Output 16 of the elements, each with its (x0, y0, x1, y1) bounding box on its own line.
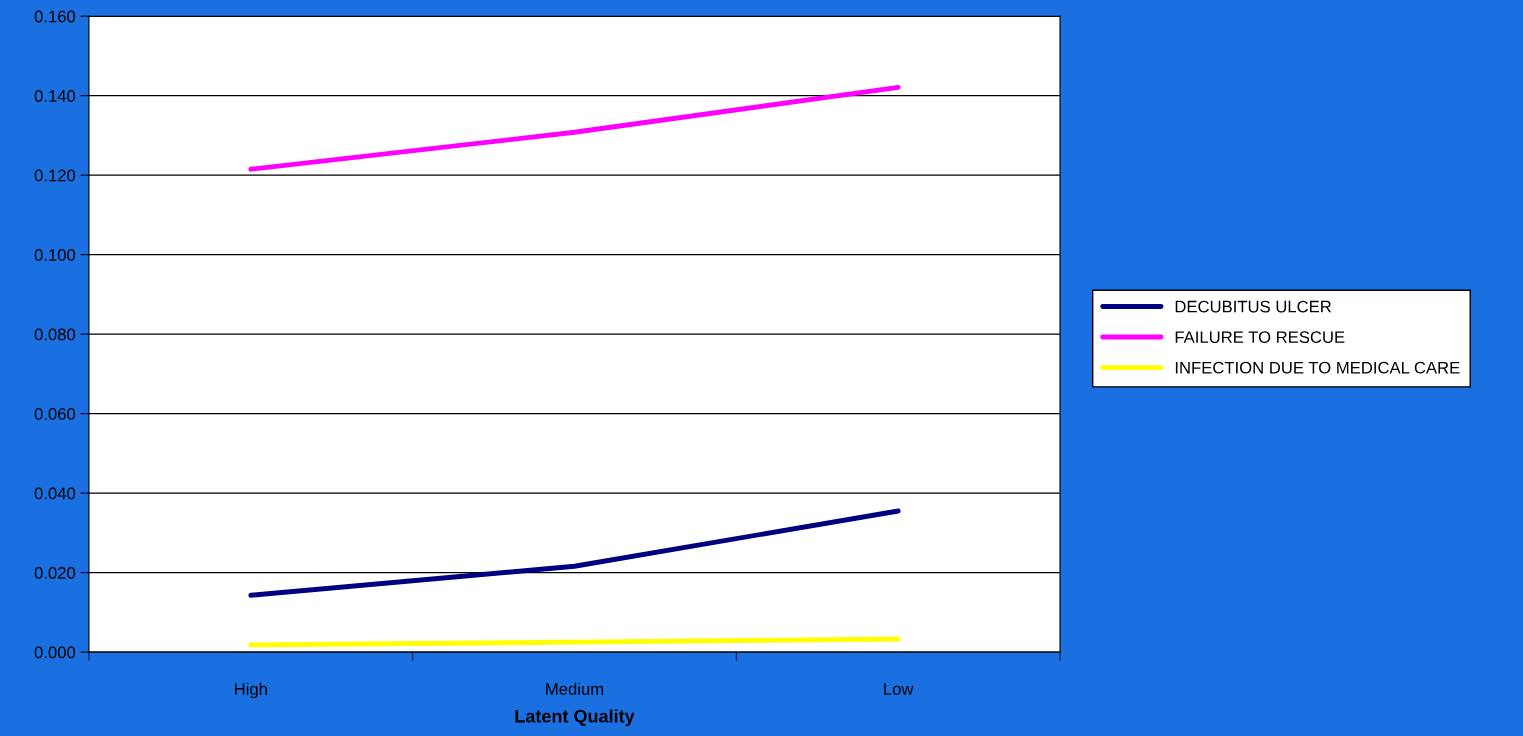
legend-label: FAILURE TO RESCUE (1175, 331, 1345, 344)
y-tick-label: 0.120 (34, 169, 76, 182)
y-tick-label: 0.060 (34, 408, 76, 420)
y-tick-label: 0.020 (34, 567, 76, 579)
x-tick-label: High (235, 682, 267, 699)
legend-label: DECUBITUS ULCER (1175, 300, 1332, 313)
x-tick-label: Medium (546, 682, 604, 695)
y-tick-label: 0.080 (34, 328, 76, 341)
y-tick-label: 0.140 (34, 90, 76, 102)
legend-label: INFECTION DUE TO MEDICAL CARE (1175, 361, 1460, 374)
y-tick-label: 0.000 (34, 646, 76, 659)
x-tick-label: Low (884, 683, 914, 695)
y-tick-label: 0.160 (34, 10, 76, 23)
y-tick-label: 0.100 (34, 249, 76, 261)
y-tick-label: 0.040 (34, 487, 76, 500)
x-axis-title: Latent Quality (515, 709, 635, 727)
